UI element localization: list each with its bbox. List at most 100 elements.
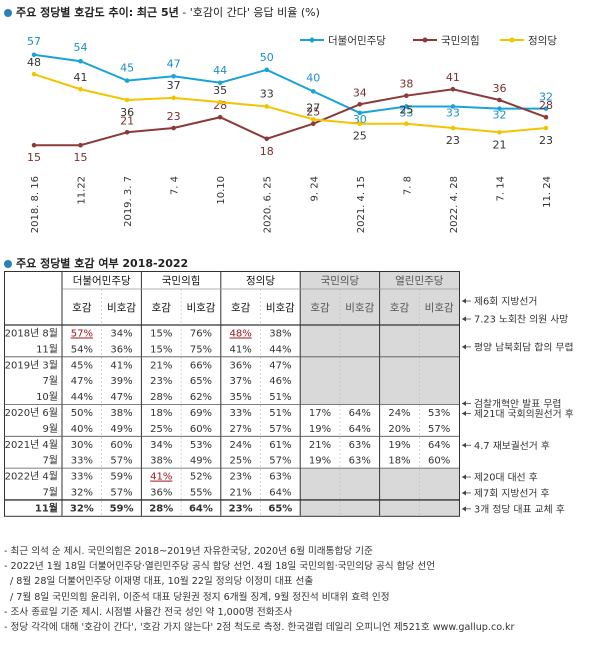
data-point — [310, 121, 316, 126]
data-point — [264, 104, 270, 109]
table-cell: 40% — [71, 424, 93, 435]
data-label: 41 — [446, 71, 460, 84]
data-label: 36 — [492, 82, 506, 95]
row-label: 2018년 8월 — [5, 328, 58, 340]
x-tick-label: 2021. 4. 15 — [356, 176, 367, 233]
sub-header: 호감 — [72, 302, 92, 314]
sub-header: 호감 — [390, 302, 410, 314]
table-cell: 21% — [230, 488, 252, 499]
table-title: 주요 정당별 호감 여부 2018-2022 — [16, 257, 189, 270]
table-cell: 75% — [190, 344, 212, 355]
annotation-label: 제20대 대선 후 — [474, 472, 538, 484]
x-tick-label: 2018. 8. 16 — [30, 176, 41, 233]
annotation-label: 3개 정당 대표 교체 후 — [474, 503, 565, 515]
table-cell: 32% — [70, 503, 94, 514]
data-point — [124, 130, 130, 135]
data-label: 44 — [213, 64, 227, 77]
table-cell: 18% — [150, 408, 172, 419]
table-cell: 44% — [71, 392, 93, 403]
data-label: 50 — [260, 51, 274, 64]
sub-header: 비호감 — [345, 302, 374, 314]
legend-marker — [422, 37, 428, 43]
data-point — [171, 74, 176, 79]
sub-header: 비호감 — [266, 302, 295, 314]
table-cell: 19% — [309, 456, 331, 467]
arrowhead-icon — [462, 474, 466, 480]
annotation-label: 제6회 지방선거 — [474, 296, 537, 308]
table-cell: 21% — [309, 440, 331, 451]
table-cell: 36% — [230, 360, 252, 371]
table-cell: 51% — [269, 392, 291, 403]
data-point — [217, 114, 223, 120]
table-cell: 61% — [269, 440, 291, 451]
section-bullet-icon — [4, 9, 12, 17]
annotation-label: 검찰개혁안 발표 무렵 — [474, 397, 561, 410]
table-cell: 60% — [428, 456, 450, 467]
table-cell: 18% — [388, 456, 410, 467]
data-label: 57 — [27, 35, 41, 48]
data-label: 45 — [120, 62, 134, 75]
data-label: 34 — [353, 86, 367, 99]
table-cell: 33% — [71, 472, 93, 483]
table-cell: 41% — [150, 472, 172, 483]
data-point — [450, 86, 456, 92]
annotation-label: 평양 남북회담 합의 무렵 — [474, 340, 573, 353]
annotation-label: 제7회 지방선거 후 — [474, 487, 550, 499]
table-cell: 15% — [150, 344, 172, 355]
row-label: 2019년 3월 — [5, 359, 58, 371]
sub-header: 호감 — [231, 302, 251, 314]
chart-section-title: 주요 정당별 호감도 추이: 최근 5년 - '호감이 간다' 응답 비율 (%… — [4, 4, 320, 20]
footnote: / 8월 28일 더불어민주당 이재명 대표, 10월 22일 정의당 이정미 … — [10, 576, 314, 588]
chart-subtitle: - '호감이 간다' 응답 비율 (%) — [178, 6, 320, 19]
table-cell: 50% — [71, 408, 93, 419]
table-cell: 64% — [349, 424, 371, 435]
data-point — [124, 78, 130, 83]
table-cell: 47% — [110, 392, 132, 403]
data-label: 47 — [167, 57, 181, 70]
x-tick-label: 7. 8 — [402, 176, 413, 195]
series-line — [33, 73, 547, 134]
data-label: 38 — [399, 78, 413, 91]
arrowhead-icon — [462, 401, 466, 406]
data-point — [31, 71, 37, 77]
data-label: 23 — [539, 134, 553, 147]
table-cell: 44% — [269, 344, 291, 355]
data-point — [264, 67, 270, 73]
table-cell: 49% — [190, 456, 212, 467]
table-cell: 47% — [71, 376, 93, 387]
table-cell: 19% — [388, 440, 410, 451]
table-cell: 59% — [110, 503, 134, 514]
data-point — [357, 110, 363, 116]
data-label: 25 — [399, 104, 413, 117]
data-label: 15 — [27, 151, 41, 164]
table-cell: 21% — [150, 360, 172, 371]
table-border — [4, 271, 460, 517]
data-label: 35 — [213, 84, 227, 97]
sub-header: 비호감 — [425, 302, 454, 314]
x-tick-label: 7. 14 — [495, 176, 506, 201]
table-cell: 24% — [388, 408, 410, 419]
table-cell: 76% — [190, 329, 212, 340]
table-cell: 66% — [190, 360, 212, 371]
table-cell: 57% — [269, 424, 291, 435]
annotation-label: 7.23 노회찬 의원 사망 — [474, 314, 568, 326]
data-label: 41 — [74, 71, 88, 84]
x-tick-label: 9. 24 — [309, 176, 320, 201]
footnote: - 정당 각각에 대해 '호감이 간다', '호감 가지 않는다' 2점 척도로… — [4, 622, 515, 634]
legend-marker — [309, 37, 315, 43]
x-tick-label: 7. 4 — [170, 176, 181, 195]
data-point — [357, 121, 363, 126]
table-cell: 53% — [190, 440, 212, 451]
x-tick-label: 10.10 — [216, 176, 227, 205]
sub-header: 비호감 — [186, 302, 215, 314]
table-cell: 33% — [71, 456, 93, 467]
table-cell: 57% — [110, 456, 132, 467]
legend-label: 국민의힘 — [441, 35, 480, 47]
table-section-title: 주요 정당별 호감 여부 2018-2022 — [4, 255, 188, 271]
table-cell: 54% — [71, 344, 93, 355]
data-label: 27 — [306, 101, 320, 114]
table-cell: 37% — [230, 376, 252, 387]
arrowhead-icon — [462, 490, 466, 496]
data-point — [543, 125, 549, 131]
